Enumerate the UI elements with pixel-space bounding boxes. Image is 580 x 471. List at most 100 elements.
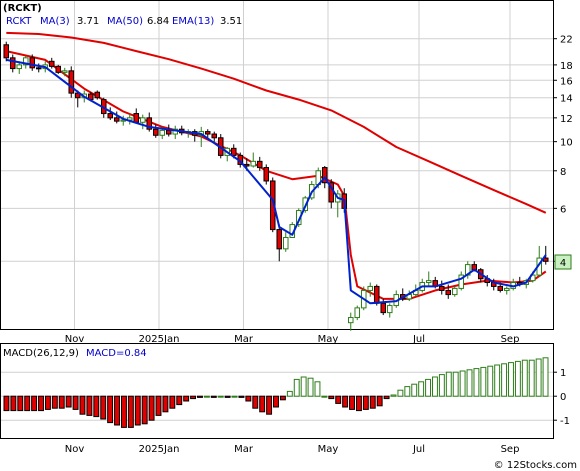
macd-bar-negative bbox=[273, 395, 279, 408]
macd-bar-negative bbox=[335, 395, 342, 404]
macd-bar-negative bbox=[190, 395, 197, 400]
candle-down bbox=[276, 229, 283, 250]
price-y-tick-label: 16 bbox=[560, 76, 573, 87]
macd-bar-positive bbox=[425, 378, 432, 397]
macd-bar-positive bbox=[418, 381, 425, 397]
macd-bar-positive bbox=[535, 358, 542, 397]
candle-up bbox=[354, 307, 361, 319]
ma50-line bbox=[6, 31, 547, 214]
candle-down bbox=[380, 302, 387, 314]
macd-x-tick-label: 2025Jan bbox=[139, 444, 180, 455]
legend-ticker: RCKT bbox=[6, 16, 32, 27]
macd-bar-negative bbox=[349, 395, 355, 410]
macd-bar-positive bbox=[432, 376, 438, 397]
macd-bar-negative bbox=[107, 395, 114, 424]
macd-bar-positive bbox=[473, 368, 480, 397]
macd-bar-negative bbox=[362, 395, 369, 410]
macd-bar-positive bbox=[314, 381, 321, 397]
legend-ema13-value: 3.51 bbox=[220, 16, 242, 27]
macd-x-tick-label: Mar bbox=[234, 444, 254, 455]
price-x-tick-label: Sep bbox=[501, 334, 520, 345]
legend-ma50-label: MA(50) bbox=[107, 16, 143, 27]
macd-bar-negative bbox=[252, 395, 259, 409]
macd-bar-negative bbox=[224, 395, 231, 398]
candle-down bbox=[35, 67, 42, 70]
candle-up bbox=[139, 117, 146, 123]
macd-x-tick-label: May bbox=[318, 444, 339, 455]
last-price-label: 4 bbox=[560, 258, 566, 269]
macd-bar-negative bbox=[342, 395, 349, 408]
candle-down bbox=[29, 57, 36, 69]
macd-bar-negative bbox=[148, 395, 155, 421]
macd-bar-negative bbox=[127, 395, 134, 428]
macd-bar-negative bbox=[266, 395, 273, 415]
candle-up bbox=[16, 64, 23, 70]
macd-bar-negative bbox=[72, 395, 79, 410]
macd-x-tick-label: Sep bbox=[501, 444, 520, 455]
candle-down bbox=[94, 91, 101, 99]
macd-y-tick-label: 1 bbox=[560, 368, 566, 379]
macd-bar-negative bbox=[328, 395, 335, 400]
candle-down bbox=[3, 44, 10, 59]
macd-y-tick-label: 0 bbox=[560, 392, 566, 403]
macd-x-axis: Nov 2025Jan Mar May Jul Sep bbox=[65, 444, 520, 455]
price-x-tick-label: Mar bbox=[234, 334, 254, 345]
macd-bar-positive bbox=[508, 362, 514, 397]
ma3-line bbox=[6, 58, 547, 305]
legend-ma3-value: 3.71 bbox=[77, 16, 99, 27]
candle-down bbox=[107, 113, 114, 119]
price-y-axis: 22 18 16 14 12 10 8 6 4 bbox=[553, 35, 573, 268]
macd-bar-positive bbox=[203, 395, 210, 398]
candle-down bbox=[204, 131, 211, 135]
macd-bar-positive bbox=[300, 376, 307, 397]
macd-bar-negative bbox=[93, 395, 100, 418]
macd-bar-positive bbox=[293, 378, 300, 397]
candle-down bbox=[445, 289, 452, 296]
candle-down bbox=[165, 129, 172, 135]
candle-down bbox=[497, 285, 504, 291]
candle-down bbox=[152, 128, 159, 136]
candle-down bbox=[68, 70, 75, 94]
candle-up bbox=[347, 317, 354, 324]
macd-bar-positive bbox=[542, 357, 549, 397]
macd-bar-positive bbox=[487, 365, 494, 397]
macd-bar-positive bbox=[521, 359, 528, 397]
candle-down bbox=[48, 60, 55, 67]
candle-down bbox=[113, 117, 120, 122]
macd-bar-positive bbox=[307, 377, 314, 397]
candle-down bbox=[373, 285, 380, 304]
chart-title: (RCKT) bbox=[3, 3, 42, 14]
macd-bar-negative bbox=[176, 395, 183, 406]
candle-up bbox=[451, 287, 458, 296]
macd-params-label: MACD(26,12,9) bbox=[3, 348, 79, 359]
macd-bar-negative bbox=[31, 395, 38, 412]
macd-bar-negative bbox=[238, 395, 245, 398]
macd-bar-positive bbox=[445, 371, 452, 397]
candle-down bbox=[211, 133, 218, 139]
candle-down bbox=[230, 147, 237, 156]
candle-down bbox=[438, 285, 445, 291]
macd-bar-negative bbox=[210, 395, 217, 398]
macd-y-axis: 1 0 -1 bbox=[553, 368, 570, 427]
macd-histogram bbox=[1, 357, 553, 428]
price-y-tick-label: 18 bbox=[560, 61, 573, 72]
macd-bar-negative bbox=[197, 395, 203, 398]
candle-up bbox=[367, 285, 374, 291]
macd-bar-positive bbox=[438, 374, 445, 397]
macd-x-tick-label: Nov bbox=[65, 444, 85, 455]
macd-bar-negative bbox=[259, 395, 266, 413]
candle-down bbox=[263, 167, 270, 182]
macd-bar-negative bbox=[86, 395, 93, 416]
price-x-tick-label: Nov bbox=[65, 334, 85, 345]
legend-ma3-label: MA(3) bbox=[40, 16, 70, 27]
macd-bar-negative bbox=[183, 395, 190, 402]
macd-bar-positive bbox=[501, 363, 508, 397]
candle-down bbox=[74, 92, 81, 99]
macd-bar-negative bbox=[383, 395, 390, 400]
macd-bar-negative bbox=[24, 395, 31, 412]
candle-up bbox=[159, 129, 166, 136]
price-x-axis: Nov 2025Jan Mar May Jul Sep bbox=[65, 334, 520, 345]
macd-bar-negative bbox=[162, 395, 169, 413]
macd-bar-negative bbox=[155, 395, 162, 416]
